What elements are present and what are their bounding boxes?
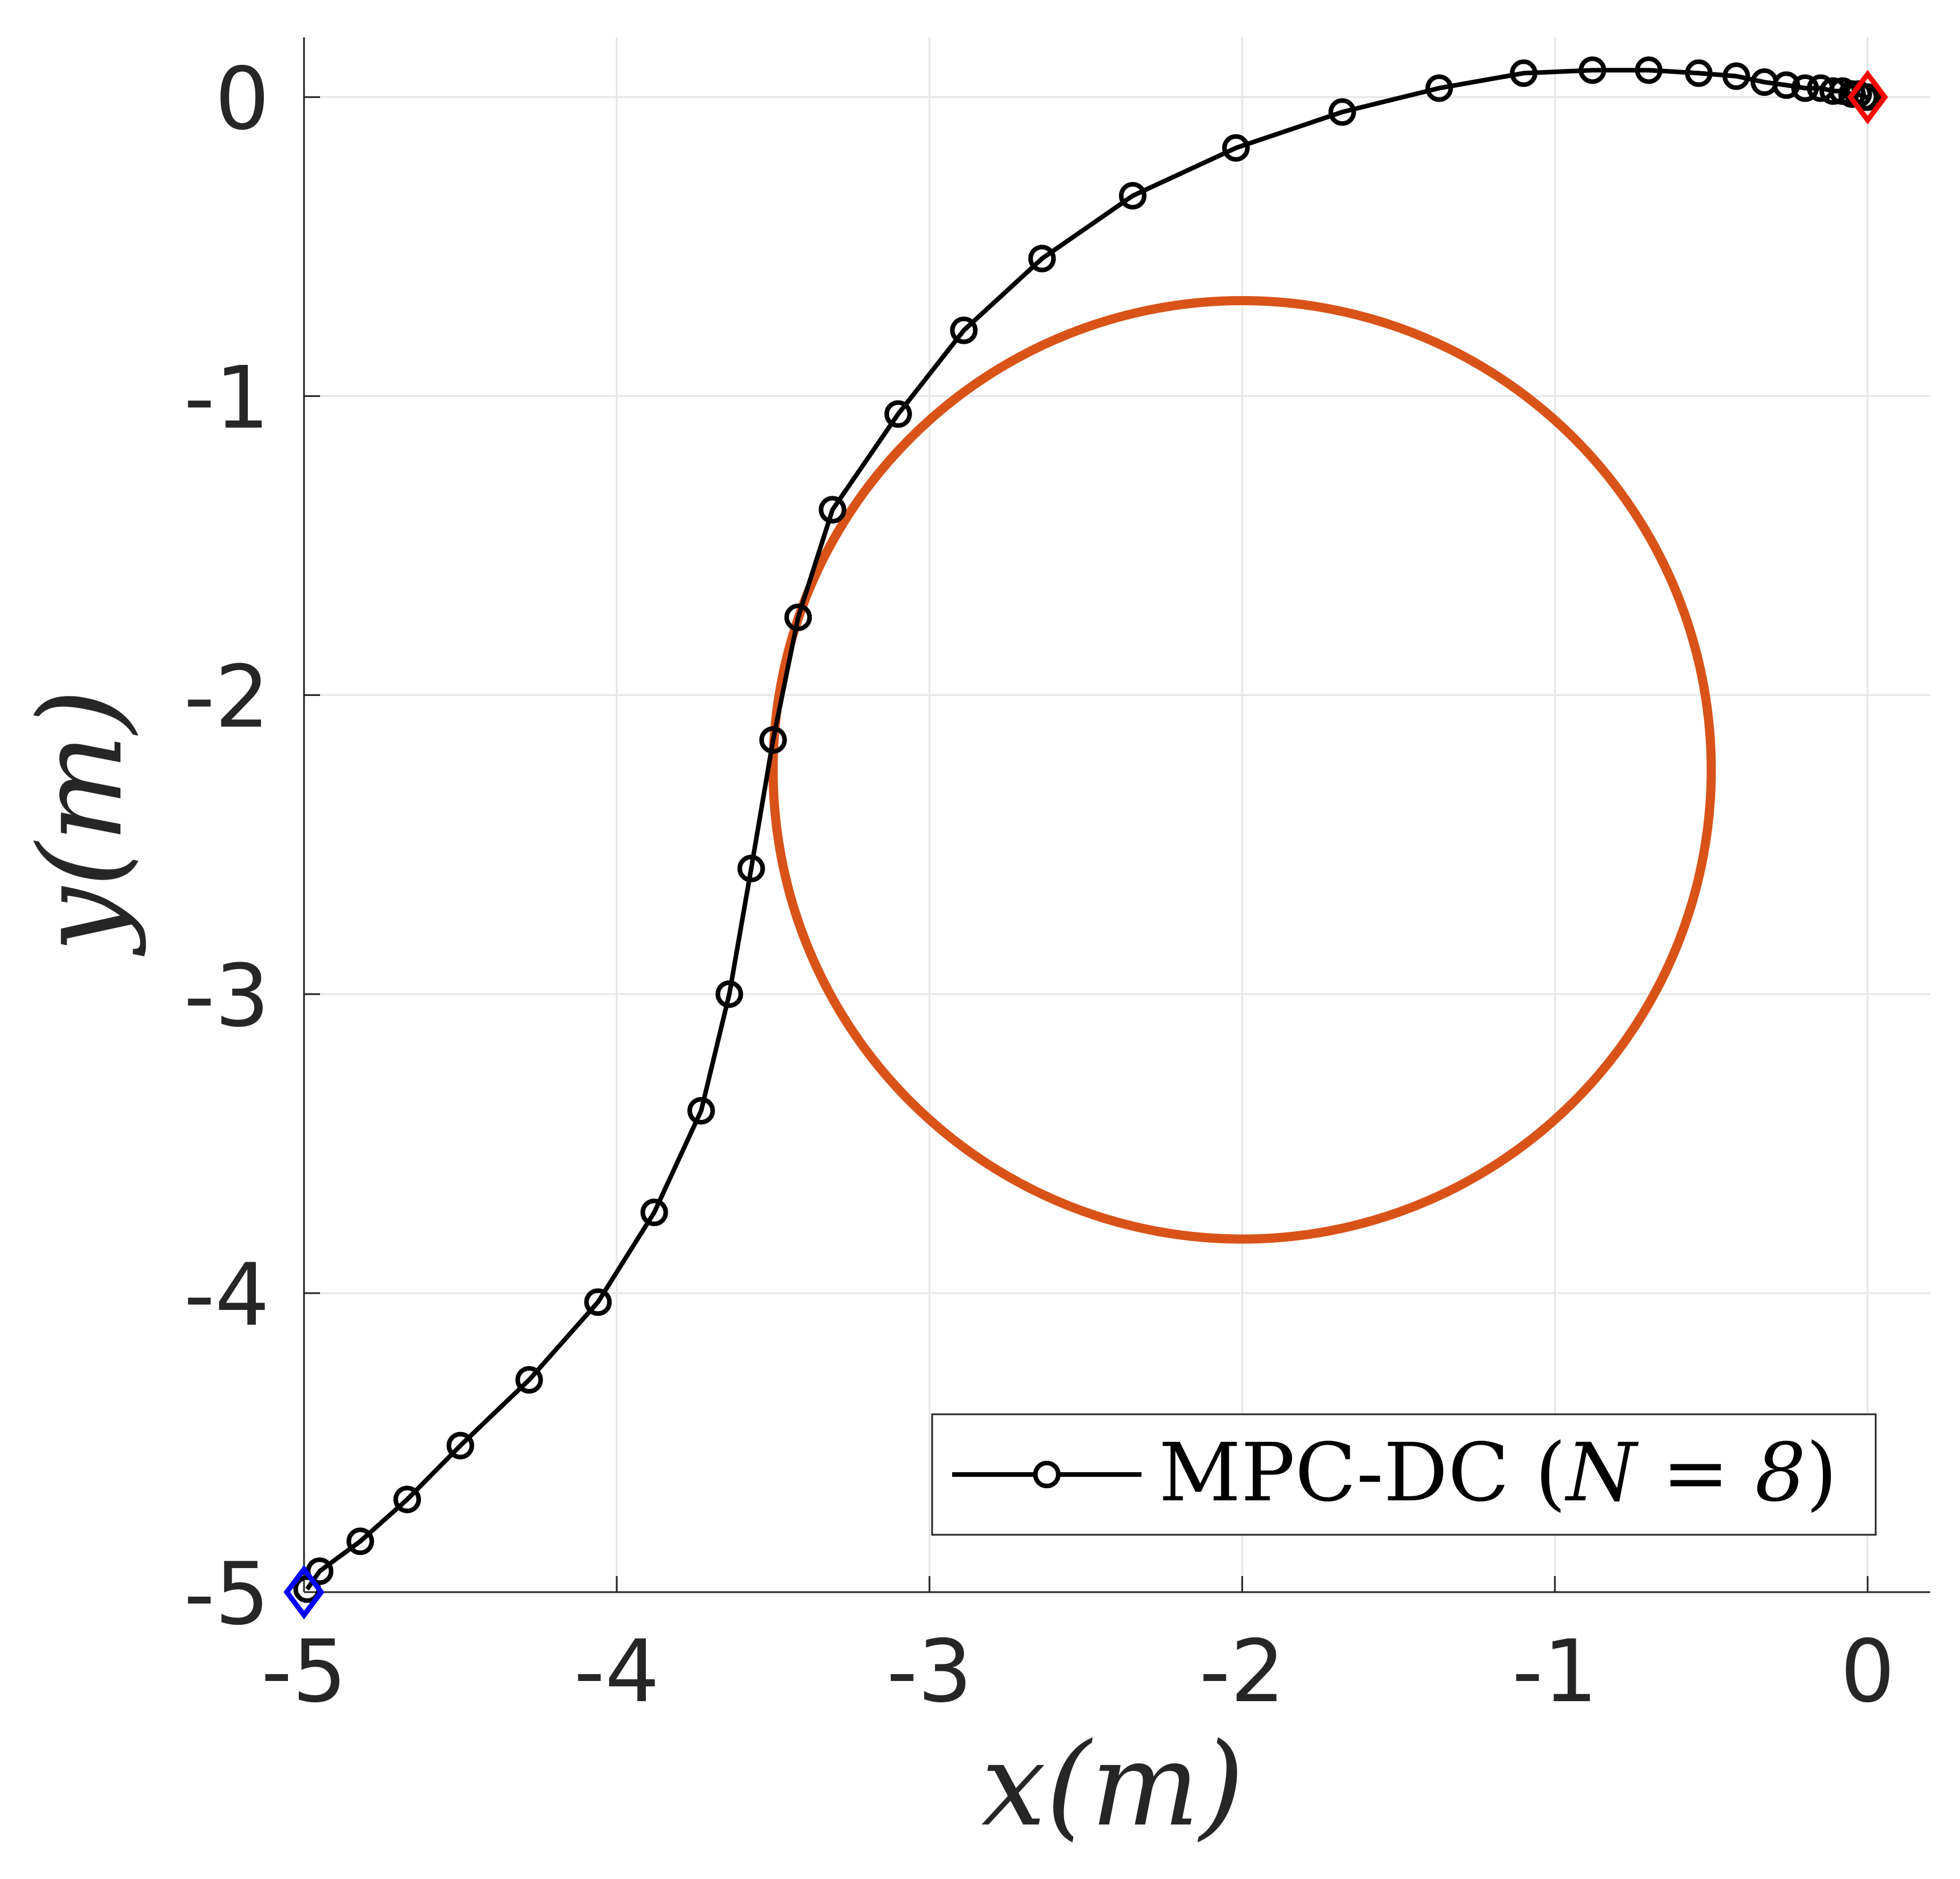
trajectory-point bbox=[1722, 62, 1750, 90]
trajectory-point bbox=[1425, 74, 1454, 102]
x-tick-label: -5 bbox=[261, 1622, 347, 1722]
obstacle-circle bbox=[768, 296, 1716, 1244]
trajectory-point bbox=[784, 604, 812, 632]
trajectory-point bbox=[687, 1096, 715, 1125]
trajectory-point bbox=[737, 854, 765, 882]
trajectory-point bbox=[884, 400, 912, 428]
trajectory-point bbox=[1579, 56, 1607, 84]
y-axis-label: y(m) bbox=[14, 689, 148, 957]
start-diamond-marker bbox=[283, 1565, 325, 1620]
trajectory-point bbox=[1028, 244, 1056, 273]
trajectory-point bbox=[1819, 77, 1847, 105]
y-tick-label: -3 bbox=[184, 947, 270, 1047]
trajectory-point bbox=[1772, 71, 1801, 99]
legend-entry: MPC-DC (N = 8) bbox=[1159, 1426, 1837, 1520]
trajectory-point bbox=[446, 1431, 474, 1460]
legend-marker-sample bbox=[1033, 1461, 1061, 1488]
series-group bbox=[293, 56, 1881, 1603]
legend-entry-suffix: ) bbox=[1806, 1426, 1837, 1520]
trajectory-point bbox=[1791, 74, 1819, 102]
endpoint-markers bbox=[283, 69, 1888, 1620]
trajectory-point bbox=[950, 316, 978, 344]
y-tick-label: 0 bbox=[215, 49, 270, 149]
y-tick-label: -1 bbox=[184, 348, 270, 448]
x-tick-label: 0 bbox=[1840, 1622, 1895, 1722]
trajectory-point bbox=[1853, 83, 1881, 111]
trajectory-point bbox=[1635, 56, 1663, 84]
y-tick-label: -5 bbox=[184, 1545, 270, 1644]
legend-entry-prefix: MPC-DC ( bbox=[1159, 1426, 1566, 1520]
trajectory-point bbox=[1510, 59, 1538, 87]
x-tick-label: -4 bbox=[574, 1622, 660, 1722]
x-tick-label: -3 bbox=[887, 1622, 973, 1722]
trajectory-point bbox=[759, 726, 787, 754]
axes bbox=[303, 37, 1930, 1593]
legend-entry-math: N = 8 bbox=[1564, 1426, 1806, 1520]
x-axis-label: x(m) bbox=[981, 1718, 1245, 1852]
trajectory-point bbox=[1328, 98, 1357, 126]
goal-diamond-marker bbox=[1847, 69, 1888, 125]
trajectory-point bbox=[1119, 182, 1147, 210]
trajectory-point bbox=[346, 1527, 375, 1555]
trajectory-point bbox=[640, 1199, 668, 1227]
obstacle-circle-group bbox=[768, 296, 1716, 1244]
trajectory-point bbox=[1222, 134, 1250, 162]
trajectory-point bbox=[393, 1485, 421, 1514]
x-tick-label: -2 bbox=[1199, 1622, 1285, 1722]
trajectory-point bbox=[584, 1288, 612, 1316]
trajectory-point bbox=[715, 980, 743, 1008]
trajectory-point bbox=[515, 1366, 543, 1394]
legend: MPC-DC (N = 8) bbox=[931, 1413, 1877, 1536]
grid bbox=[303, 37, 1930, 1593]
ticks: -5 -4 -3 -2 -1 0 -5 -4 -3 -2 -1 0 bbox=[184, 49, 1895, 1722]
trajectory-point bbox=[1685, 59, 1713, 87]
trajectory-point bbox=[819, 496, 847, 524]
x-tick-label: -1 bbox=[1512, 1622, 1598, 1722]
y-tick-label: -2 bbox=[184, 648, 270, 748]
y-tick-label: -4 bbox=[184, 1246, 270, 1345]
